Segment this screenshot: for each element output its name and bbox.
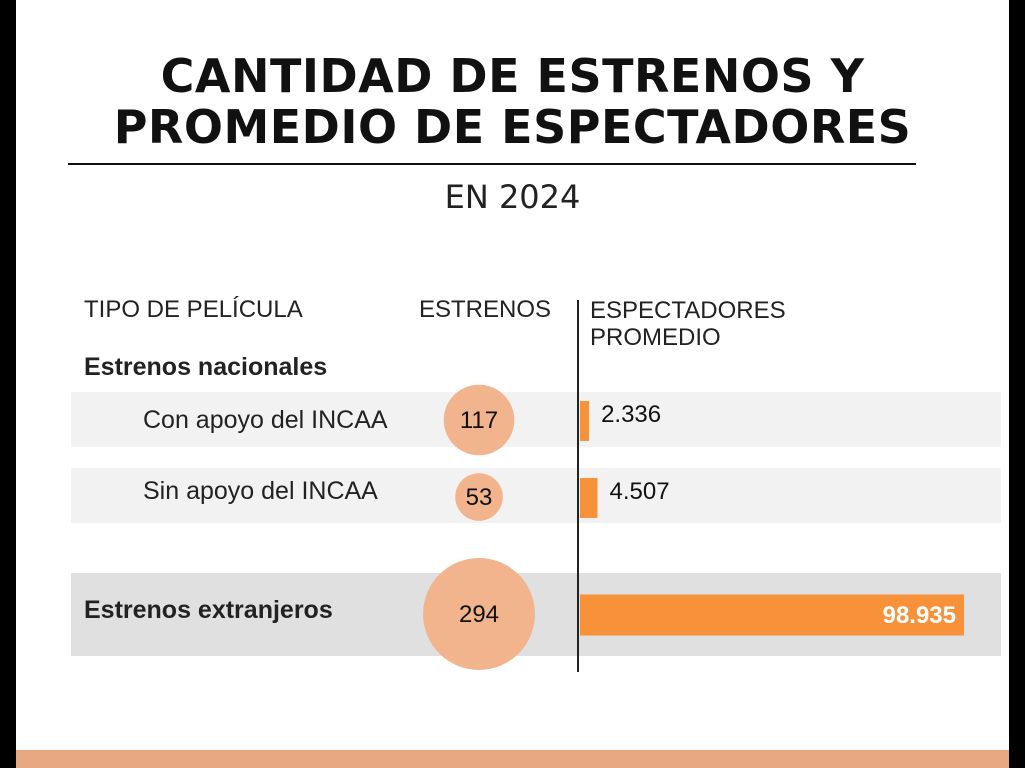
chart-svg: 117 2.336 53 4.507 294 98.935	[16, 300, 1009, 768]
estrenos-bubble	[443, 384, 515, 456]
estrenos-value-label: 294	[459, 601, 499, 628]
espectadores-bar	[580, 478, 598, 518]
row-label-extranjeros: Estrenos extranjeros	[84, 596, 333, 624]
header-espectadores-line2: PROMEDIO	[590, 324, 721, 351]
title-rule	[68, 163, 916, 165]
espectadores-bar	[580, 401, 590, 441]
espectadores-bar	[580, 594, 964, 636]
row-label-sin-apoyo: Sin apoyo del INCAA	[143, 477, 378, 505]
group-label-nacionales: Estrenos nacionales	[84, 353, 328, 381]
estrenos-value-label: 53	[466, 484, 493, 511]
row-label-con-apoyo: Con apoyo del INCAA	[143, 406, 388, 434]
table-row-background	[71, 468, 1001, 523]
estrenos-value-label: 117	[460, 407, 498, 434]
header-tipo: TIPO DE PELÍCULA	[84, 296, 303, 323]
header-estrenos: ESTRENOS	[419, 296, 552, 323]
infographic-panel: CANTIDAD DE ESTRENOS Y PROMEDIO DE ESPEC…	[16, 0, 1009, 768]
title-line-1: CANTIDAD DE ESTRENOS Y	[160, 49, 865, 103]
espectadores-value-label: 2.336	[601, 401, 661, 428]
espectadores-value-label: 4.507	[609, 478, 669, 505]
espectadores-value-label: 98.935	[883, 602, 956, 629]
estrenos-bubble	[423, 558, 535, 670]
table-row-background	[71, 392, 1001, 447]
title-line-2: PROMEDIO DE ESPECTADORES	[113, 100, 912, 154]
header-espectadores-line1: ESPECTADORES	[590, 297, 786, 324]
subtitle: EN 2024	[444, 178, 581, 216]
estrenos-bubble	[455, 473, 503, 521]
footer-band	[16, 750, 1009, 768]
